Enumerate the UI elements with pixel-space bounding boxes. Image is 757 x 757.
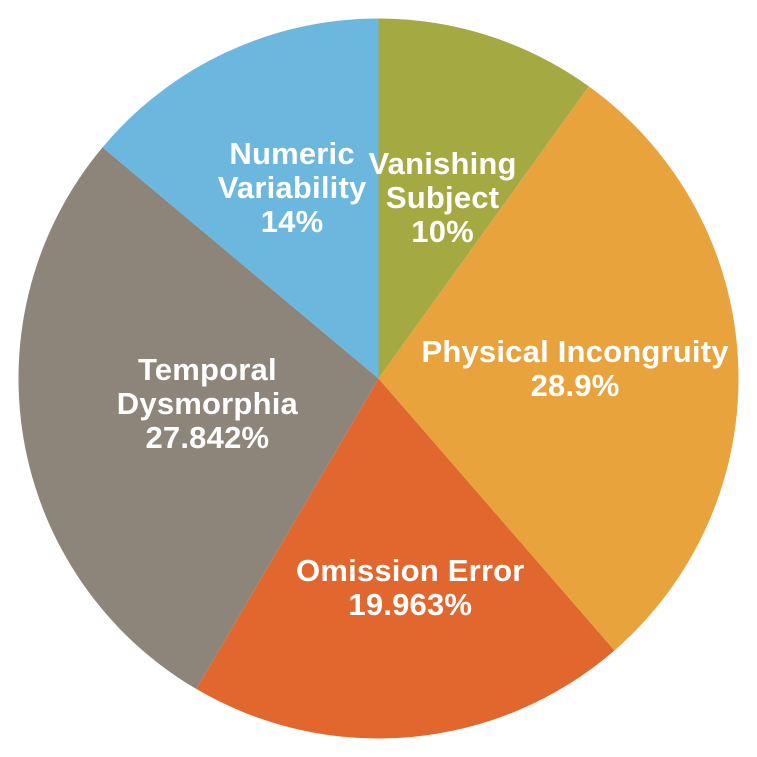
pie-slice-label: NumericVariability14% (218, 137, 367, 239)
pie-slice-label: TemporalDysmorphia27.842% (117, 353, 298, 455)
pie-slice-label: VanishingSubject10% (368, 147, 516, 249)
pie-slice-label-line: Dysmorphia (117, 387, 298, 421)
pie-chart: VanishingSubject10%Physical Incongruity2… (0, 0, 757, 757)
pie-slice-label-line: 19.963% (296, 588, 524, 622)
pie-slice-label-line: Temporal (117, 353, 298, 387)
pie-slice-label-line: Omission Error (296, 553, 524, 587)
pie-slice-label-line: Physical Incongruity (421, 335, 728, 369)
pie-slice-label-line: Numeric (218, 137, 367, 171)
pie-slice-label-line: 14% (218, 205, 367, 239)
pie-slice-label-line: Variability (218, 171, 367, 205)
pie-slice-label: Physical Incongruity28.9% (421, 335, 728, 403)
pie-slice-label-line: 28.9% (421, 369, 728, 403)
pie-slice-label-line: Vanishing (368, 147, 516, 181)
pie-slice-label-line: Subject (368, 181, 516, 215)
pie-slice-label: Omission Error19.963% (296, 553, 524, 621)
pie-slice-label-line: 27.842% (117, 421, 298, 455)
pie-slice-label-line: 10% (368, 215, 516, 249)
